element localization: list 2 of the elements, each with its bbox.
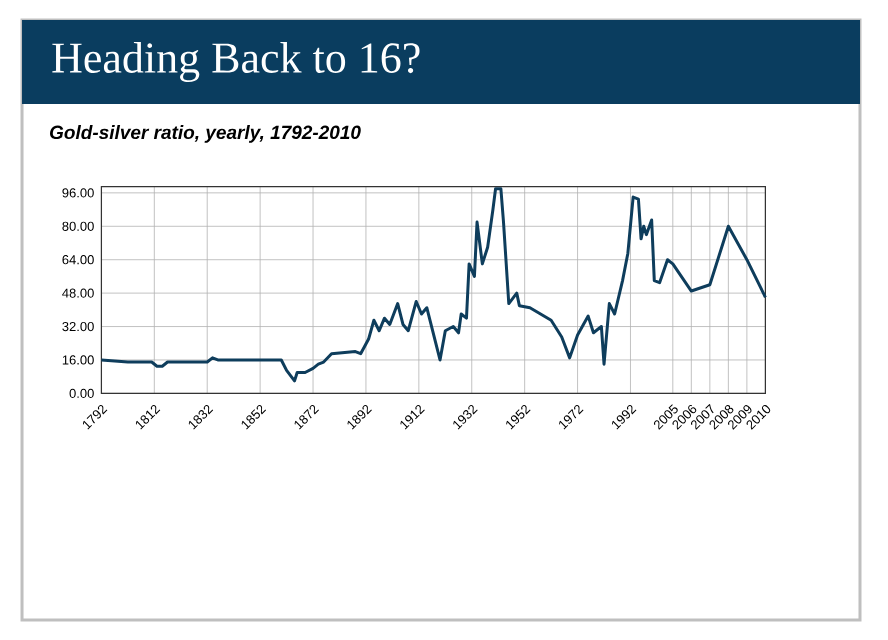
chart-title: Heading Back to 16?	[52, 41, 420, 82]
chart-subtitle: Gold-silver ratio, yearly, 1792-2010	[50, 125, 361, 143]
